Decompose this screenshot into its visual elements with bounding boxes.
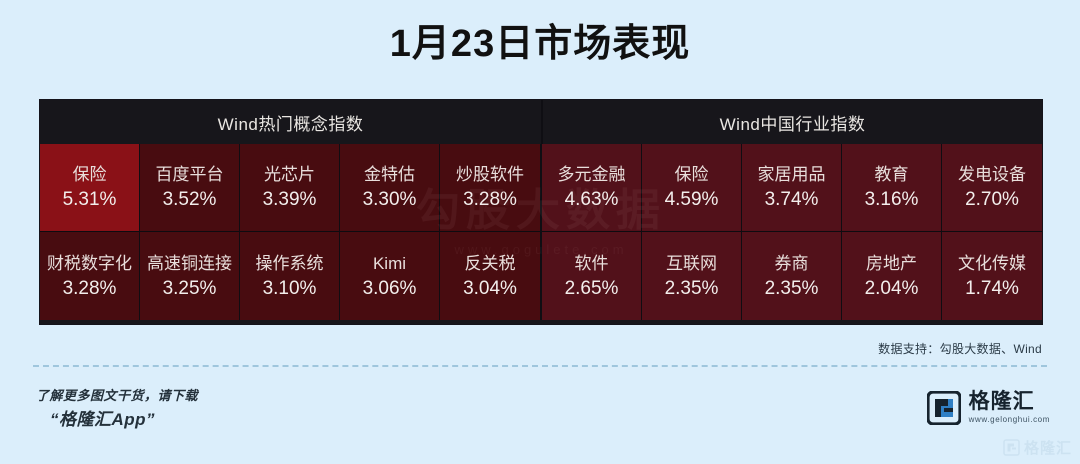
table-cell[interactable]: 券商 2.35% [742,232,842,320]
cell-name: 多元金融 [557,165,626,184]
cell-name: 操作系统 [255,253,324,273]
page-title: 1月23日市场表现 [389,23,691,65]
cell-value: 3.28% [62,277,117,299]
table-cell[interactable]: 操作系统 3.10% [240,232,340,320]
cell-name: 互联网 [666,253,717,273]
table-cell[interactable]: 保险 5.31% [40,144,140,232]
cell-value: 3.06% [362,277,417,299]
gelonghui-g-icon [926,389,962,426]
cell-name: 百度平台 [155,165,224,184]
cell-name: 高速铜连接 [147,253,232,273]
table-cell[interactable]: 教育 3.16% [842,144,942,232]
dashed-divider [33,365,1047,367]
cell-name: 保险 [72,165,107,184]
cell-name: 金特估 [364,165,415,184]
cell-value: 1.74% [965,277,1019,299]
row-right-industry-indices: 软件 2.65% 互联网 2.35% 券商 2.35% 房地产 2.04% [540,232,1042,320]
footer-promo-line1: 了解更多图文干货，请下载 [36,388,199,403]
row-left-concept-indices: 保险 5.31% 百度平台 3.52% 光芯片 3.39% 金特估 3.30% [40,144,540,232]
row-left-concept-indices: 财税数字化 3.28% 高速铜连接 3.25% 操作系统 3.10% Kimi … [40,232,540,320]
table-header-left: Wind热门概念指数 [217,114,364,134]
cell-name: 反关税 [464,253,516,273]
cell-value: 5.31% [62,189,117,210]
cell-name: 炒股软件 [456,165,524,184]
cell-value: 4.63% [564,189,619,210]
cell-value: 3.74% [764,189,819,210]
cell-value: 3.25% [162,277,217,299]
table-cell[interactable]: 家居用品 3.74% [742,144,842,232]
cell-name: 房地产 [866,253,917,273]
cell-value: 3.28% [463,189,517,210]
table-header-row: Wind热门概念指数 Wind中国行业指数 [40,100,1042,144]
market-performance-table: 勾股大数据 www.gogulete.com Wind热门概念指数 Wind中国… [39,99,1043,325]
table-cell[interactable]: 光芯片 3.39% [240,144,340,232]
table-cell[interactable]: 房地产 2.04% [842,232,942,320]
cell-value: 3.10% [262,277,317,299]
cell-name: Kimi [372,253,407,273]
table-cell[interactable]: 文化传媒 1.74% [942,232,1042,320]
table-cell[interactable]: Kimi 3.06% [340,232,440,320]
table-cell[interactable]: 保险 4.59% [642,144,742,232]
table-cell[interactable]: 互联网 2.35% [642,232,742,320]
cell-value: 2.70% [965,189,1019,210]
cell-name: 发电设备 [958,165,1026,184]
cell-value: 3.16% [864,189,919,210]
cell-name: 软件 [574,253,609,273]
table-row: 财税数字化 3.28% 高速铜连接 3.25% 操作系统 3.10% Kimi … [40,232,1042,320]
row-right-industry-indices: 多元金融 4.63% 保险 4.59% 家居用品 3.74% 教育 3.16% [540,144,1042,232]
table-cell[interactable]: 金特估 3.30% [340,144,440,232]
cell-value: 4.59% [664,189,719,210]
cell-value: 3.04% [463,277,517,299]
cell-name: 文化传媒 [958,253,1026,273]
cell-value: 2.35% [764,277,819,299]
cell-name: 券商 [774,253,809,273]
table-row: 保险 5.31% 百度平台 3.52% 光芯片 3.39% 金特估 3.30% [40,144,1042,232]
cell-value: 3.39% [262,189,317,210]
cell-value: 3.52% [162,189,217,210]
cell-name: 保险 [674,165,709,184]
brand-logo[interactable]: 格隆汇 www.gelonghui.com [926,389,1050,426]
corner-watermark: 格隆汇 [1003,437,1072,458]
source-note: 数据支持：勾股大数据、Wind [878,342,1042,356]
table-cell[interactable]: 财税数字化 3.28% [40,232,140,320]
logo-text-block: 格隆汇 www.gelonghui.com [969,390,1050,425]
cell-value: 3.30% [362,189,417,210]
table-header-right: Wind中国行业指数 [541,100,1042,144]
table-cell[interactable]: 炒股软件 3.28% [440,144,540,232]
table-cell[interactable]: 反关税 3.04% [440,232,540,320]
logo-url: www.gelonghui.com [968,415,1050,424]
table-cell[interactable]: 发电设备 2.70% [942,144,1042,232]
cell-name: 财税数字化 [47,253,132,273]
cell-name: 家居用品 [757,165,826,184]
table-cell[interactable]: 高速铜连接 3.25% [140,232,240,320]
cell-name: 教育 [874,165,909,184]
table-cell[interactable]: 软件 2.65% [542,232,642,320]
gelonghui-g-icon-small [1003,439,1020,456]
cell-name: 光芯片 [264,165,315,184]
logo-name: 格隆汇 [968,390,1035,413]
corner-watermark-text: 格隆汇 [1023,440,1072,457]
footer-promo: 了解更多图文干货，请下载 “格隆汇App” [36,385,198,433]
cell-value: 2.65% [564,277,619,299]
cell-value: 2.04% [864,277,919,299]
table-body: 保险 5.31% 百度平台 3.52% 光芯片 3.39% 金特估 3.30% [40,144,1042,324]
table-cell[interactable]: 百度平台 3.52% [140,144,240,232]
cell-value: 2.35% [664,277,719,299]
table-cell[interactable]: 多元金融 4.63% [542,144,642,232]
footer-app-name: “格隆汇App” [50,410,156,429]
